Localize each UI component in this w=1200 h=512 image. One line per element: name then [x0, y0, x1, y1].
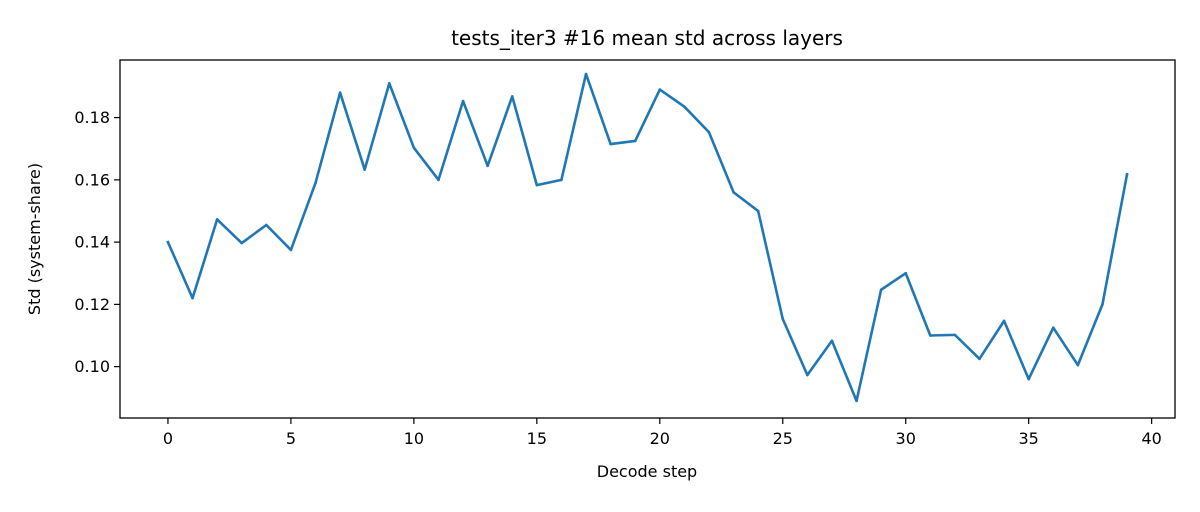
- data-point: [756, 209, 760, 213]
- data-point: [855, 399, 858, 403]
- data-point: [412, 146, 416, 150]
- data-point: [781, 317, 785, 321]
- series-line: [166, 72, 1129, 403]
- data-point: [707, 130, 711, 134]
- y-axis-label: Std (system-share): [25, 163, 44, 315]
- data-point: [633, 139, 637, 143]
- data-point: [806, 373, 809, 377]
- data-point: [486, 164, 489, 168]
- x-tick-label: 10: [404, 429, 424, 448]
- data-point: [461, 99, 465, 103]
- chart-title: tests_iter3 #16 mean std across layers: [451, 26, 843, 50]
- data-point: [265, 223, 268, 227]
- y-tick-label: 0.10: [74, 357, 110, 376]
- data-point: [363, 168, 366, 171]
- data-point: [510, 95, 514, 98]
- data-point: [338, 91, 342, 94]
- data-point: [535, 183, 539, 187]
- data-point: [830, 339, 834, 343]
- data-point: [1002, 319, 1006, 323]
- data-point: [215, 218, 219, 221]
- y-tick-label: 0.18: [74, 108, 110, 127]
- x-tick-label: 15: [527, 429, 547, 448]
- plot-frame: [119, 59, 1176, 419]
- data-point: [1076, 363, 1080, 367]
- data-point: [1101, 303, 1104, 306]
- data-point: [683, 105, 686, 108]
- data-point: [732, 191, 735, 194]
- data-point: [953, 333, 957, 337]
- data-point: [1125, 172, 1129, 176]
- data-point: [560, 178, 563, 182]
- y-tick-label: 0.14: [74, 233, 110, 252]
- x-axis-label: Decode step: [597, 462, 697, 481]
- x-tick-label: 20: [650, 429, 670, 448]
- data-point: [191, 296, 194, 300]
- data-point: [978, 357, 981, 361]
- data-point: [904, 271, 908, 275]
- data-point: [1051, 326, 1055, 330]
- data-point: [609, 142, 612, 146]
- x-tick-label: 5: [286, 429, 296, 448]
- data-point: [387, 82, 391, 85]
- x-tick-label: 35: [1018, 429, 1038, 448]
- x-tick-label: 30: [896, 429, 916, 448]
- y-axis-ticks: 0.10 0.12 0.14 0.16 0.18: [74, 108, 120, 376]
- data-point: [929, 334, 932, 337]
- y-tick-label: 0.16: [74, 170, 110, 189]
- data-point: [1027, 377, 1030, 381]
- data-point: [240, 241, 244, 245]
- x-tick-label: 40: [1141, 429, 1161, 448]
- x-axis-ticks: 0 5 10 15 20 25 30 35 40: [163, 418, 1162, 448]
- series-layer: [166, 72, 1129, 403]
- x-tick-label: 0: [163, 429, 173, 448]
- y-tick-label: 0.12: [74, 295, 110, 314]
- data-point: [584, 72, 588, 76]
- data-point: [658, 88, 662, 91]
- data-point: [166, 240, 170, 244]
- data-point: [879, 288, 883, 292]
- data-point: [437, 178, 440, 182]
- x-tick-label: 25: [773, 429, 793, 448]
- data-point: [314, 181, 317, 185]
- data-point: [289, 248, 293, 252]
